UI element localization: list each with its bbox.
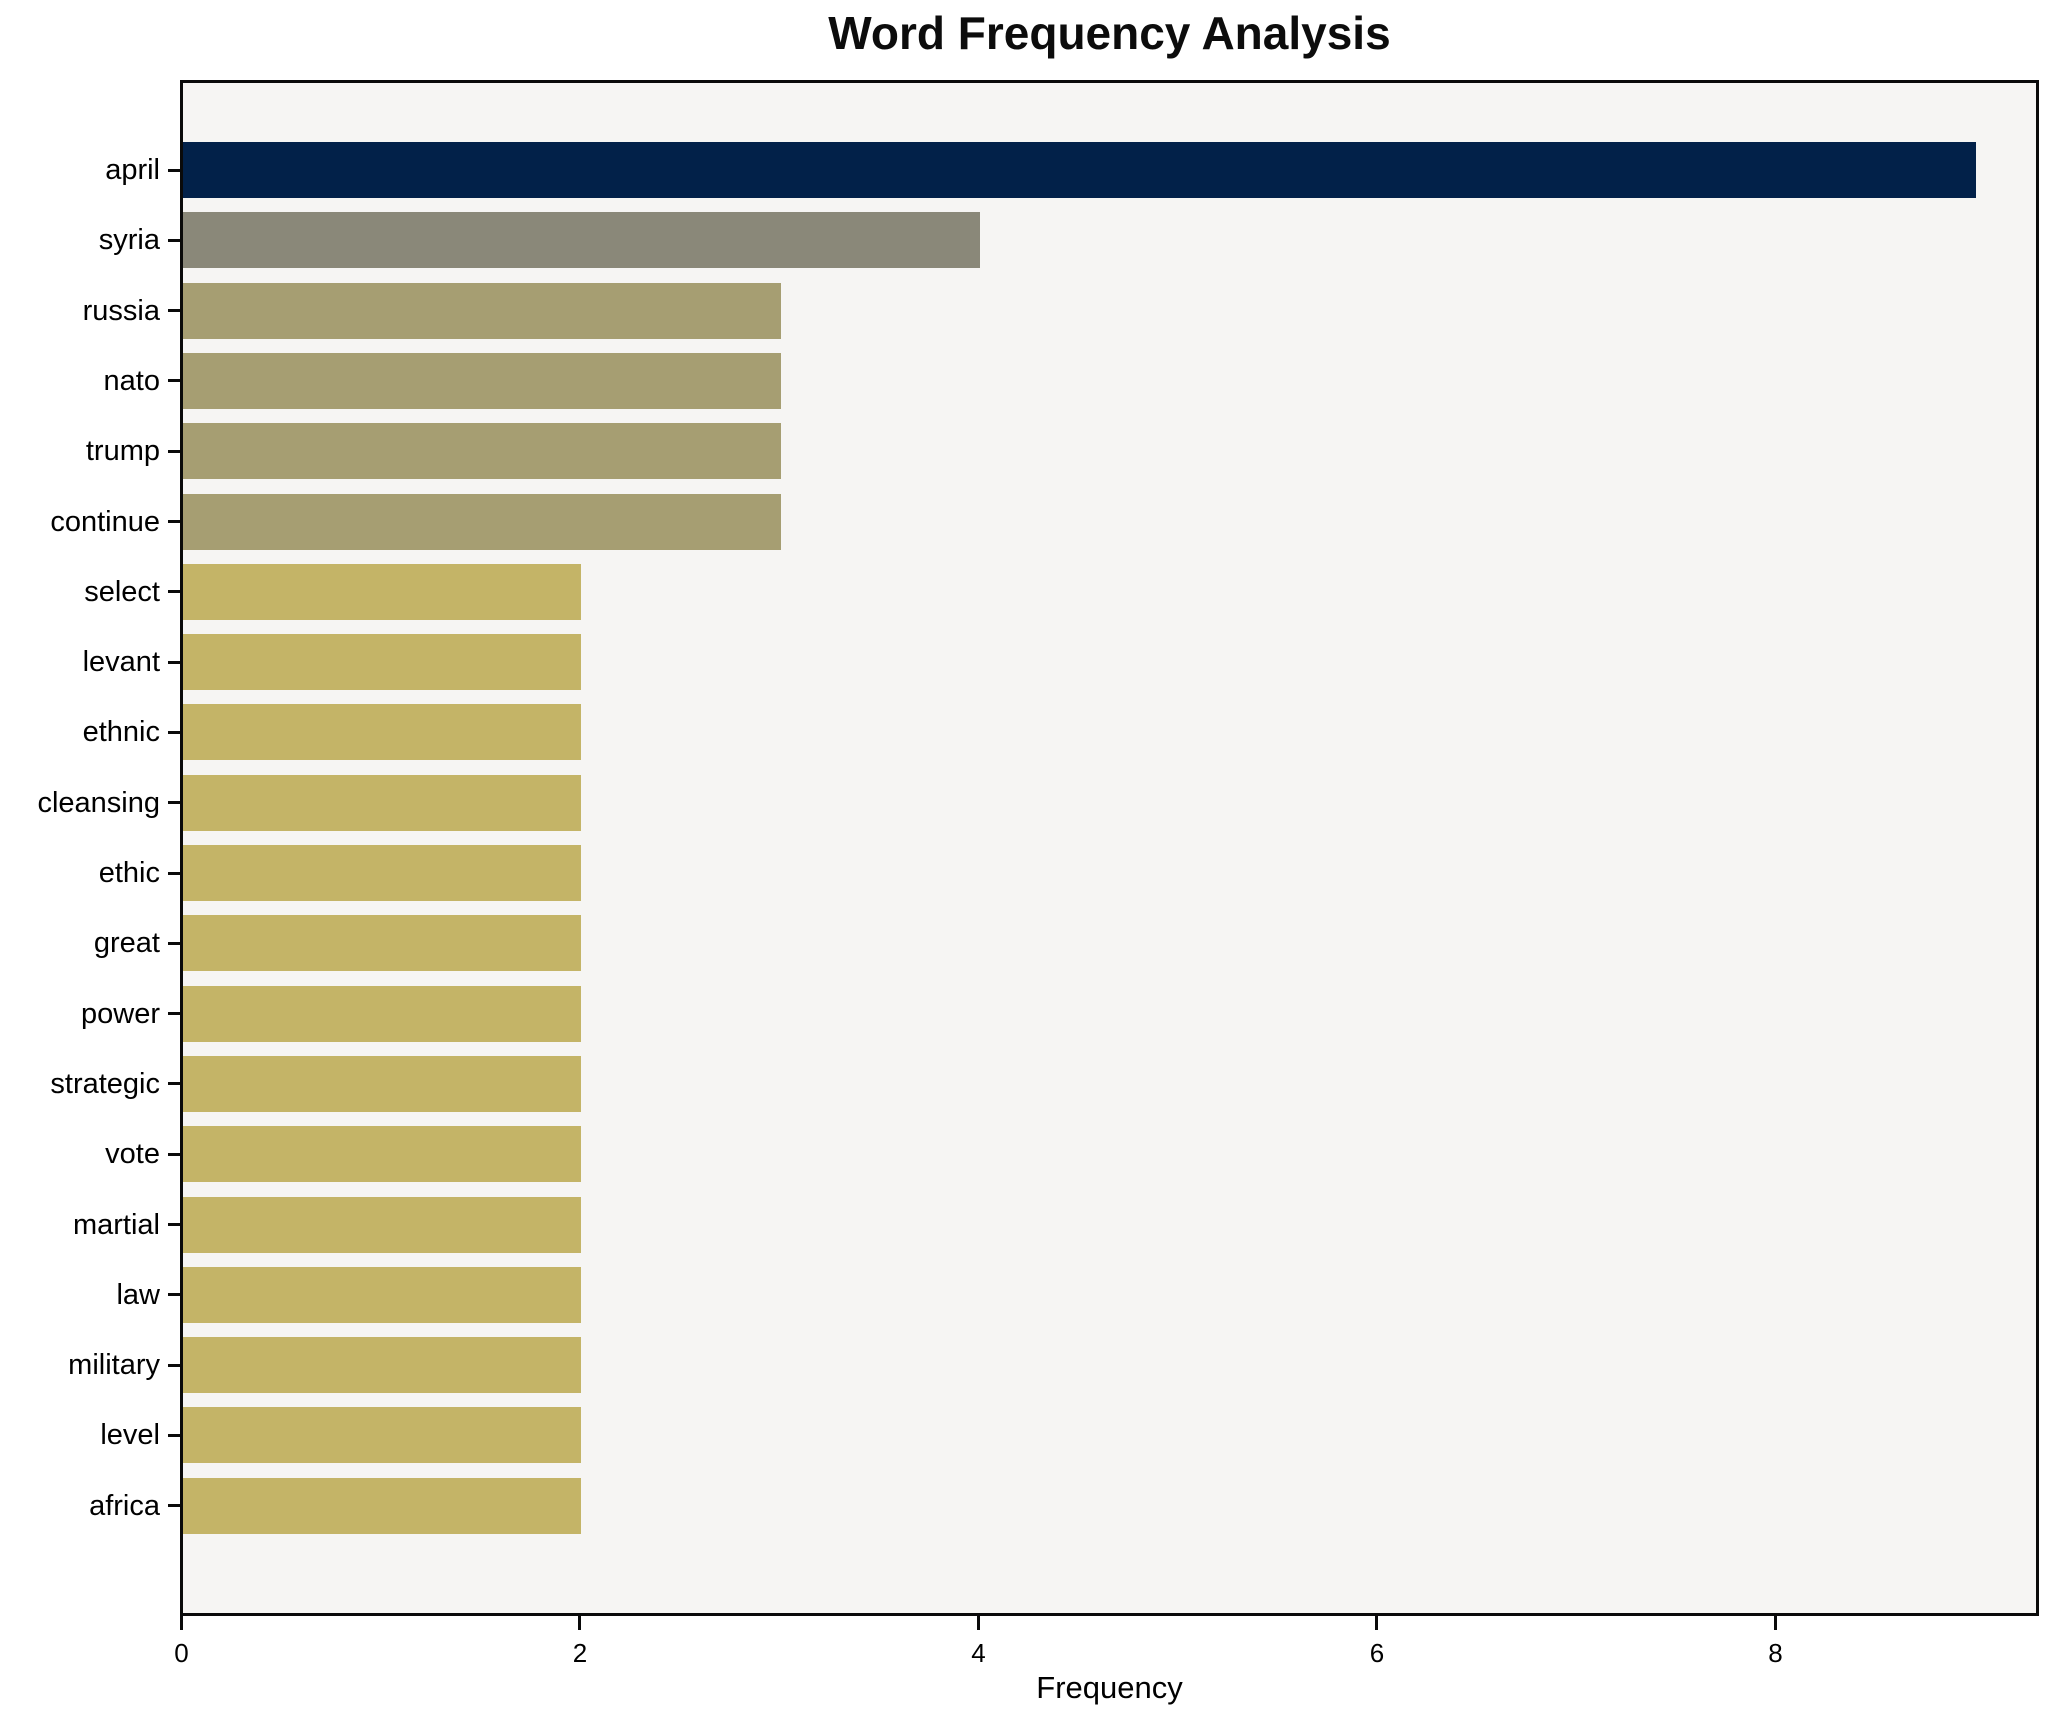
y-tick-mark xyxy=(168,1082,180,1086)
bar-martial xyxy=(183,1196,581,1253)
y-tick-label-cleansing: cleansing xyxy=(37,786,160,819)
y-tick-label-martial: martial xyxy=(72,1208,160,1241)
x-tick-mark xyxy=(1375,1616,1379,1630)
y-tick-label-trump: trump xyxy=(85,435,160,468)
bar-africa xyxy=(183,1477,581,1534)
y-tick-mark xyxy=(168,238,180,242)
y-tick-mark xyxy=(168,590,180,594)
x-tick-label-6: 6 xyxy=(1369,1638,1385,1668)
y-tick-mark xyxy=(168,309,180,313)
bar-russia xyxy=(183,282,781,339)
bar-trump xyxy=(183,423,781,480)
bar-levant xyxy=(183,634,581,691)
y-tick-mark xyxy=(168,520,180,523)
y-tick-mark xyxy=(168,449,180,453)
y-tick-mark xyxy=(168,1433,180,1437)
x-tick-label-2: 2 xyxy=(572,1638,588,1668)
bar-april xyxy=(183,142,1976,198)
x-tick-label-4: 4 xyxy=(971,1638,986,1668)
y-tick-mark xyxy=(168,801,180,805)
y-tick-label-law: law xyxy=(116,1278,160,1311)
plot-area xyxy=(180,80,2039,1616)
y-tick-mark xyxy=(168,1293,180,1297)
bar-ethic xyxy=(183,845,581,901)
y-tick-label-great: great xyxy=(93,927,160,960)
bar-nato xyxy=(183,352,781,409)
y-tick-mark xyxy=(168,1012,180,1016)
y-tick-mark xyxy=(168,660,180,664)
bar-great xyxy=(183,915,581,972)
bar-power xyxy=(183,985,581,1042)
y-tick-label-level: level xyxy=(100,1419,160,1452)
bar-continue xyxy=(183,493,781,550)
y-tick-label-military: military xyxy=(68,1349,160,1382)
bar-vote xyxy=(183,1126,581,1183)
y-tick-label-continue: continue xyxy=(50,505,160,538)
y-tick-label-ethnic: ethnic xyxy=(82,716,160,749)
x-axis-title: Frequency xyxy=(1036,1670,1183,1705)
bar-strategic xyxy=(183,1055,581,1112)
y-tick-label-vote: vote xyxy=(105,1138,160,1171)
y-tick-mark xyxy=(168,730,180,734)
y-tick-label-syria: syria xyxy=(98,224,160,257)
y-tick-mark xyxy=(168,1504,180,1508)
x-tick-label-0: 0 xyxy=(174,1638,189,1668)
y-tick-label-nato: nato xyxy=(103,364,160,397)
y-tick-label-power: power xyxy=(81,997,160,1030)
bar-cleansing xyxy=(183,774,581,831)
y-tick-label-russia: russia xyxy=(82,294,160,327)
y-tick-label-ethic: ethic xyxy=(98,857,160,889)
bar-select xyxy=(183,563,581,620)
bar-law xyxy=(183,1266,581,1323)
y-tick-mark xyxy=(168,1152,180,1156)
y-tick-mark xyxy=(168,1223,180,1226)
y-tick-mark xyxy=(168,168,180,172)
y-tick-label-select: select xyxy=(84,575,160,608)
bar-syria xyxy=(183,212,980,269)
bar-ethnic xyxy=(183,704,581,761)
x-tick-label-8: 8 xyxy=(1768,1638,1783,1668)
y-tick-mark xyxy=(168,379,180,383)
x-tick-mark xyxy=(1773,1616,1777,1630)
x-tick-mark xyxy=(180,1616,183,1630)
x-tick-mark xyxy=(578,1616,582,1630)
y-tick-label-africa: africa xyxy=(89,1489,160,1522)
y-tick-label-levant: levant xyxy=(82,646,160,679)
bar-military xyxy=(183,1337,581,1394)
y-tick-mark xyxy=(168,871,180,875)
x-tick-mark xyxy=(976,1616,980,1630)
y-tick-mark xyxy=(168,941,180,945)
y-tick-mark xyxy=(168,1363,180,1367)
chart-title: Word Frequency Analysis xyxy=(828,7,1391,59)
y-tick-label-april: april xyxy=(105,154,160,186)
bar-level xyxy=(183,1407,581,1464)
y-tick-label-strategic: strategic xyxy=(50,1067,160,1100)
